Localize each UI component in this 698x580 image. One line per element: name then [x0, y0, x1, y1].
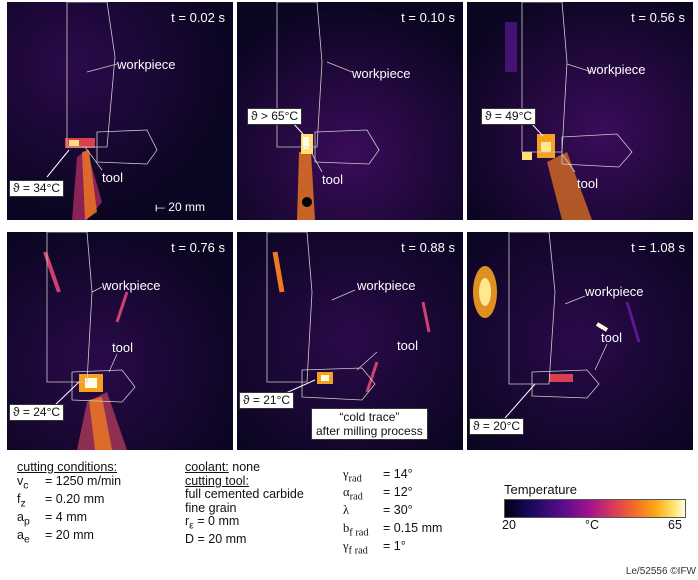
temperature-label: ϑ = 49°C — [481, 108, 537, 125]
tool-label: tool — [601, 330, 622, 345]
time-label: t = 0.10 s — [401, 10, 455, 25]
diameter-row: D = 20 mm — [185, 532, 247, 546]
value: = 0.15 mm — [383, 521, 443, 535]
temperature-label: ϑ = 20°C — [469, 418, 525, 435]
value: = 14° — [383, 467, 413, 481]
tool-label: tool — [577, 176, 598, 191]
tool-label: tool — [322, 172, 343, 187]
angle-row: γrad = 14° — [343, 467, 442, 486]
workpiece-label: workpiece — [357, 278, 416, 293]
footer-credit: Le/52556 ©IFW — [625, 566, 696, 577]
value: = 12° — [383, 485, 413, 499]
thermal-panel-4: t = 0.76 s workpiece tool ϑ = 24°C — [7, 232, 233, 450]
tool-grain: fine grain — [185, 500, 237, 515]
coolant-row: coolant: none — [185, 460, 304, 475]
scale-bar: ⟝ 20 mm — [155, 200, 205, 214]
sub: c — [23, 480, 29, 491]
legend-min: 20 — [502, 518, 516, 532]
workpiece-label: workpiece — [587, 62, 646, 77]
workpiece-label: workpiece — [585, 284, 644, 299]
outline-overlay — [504, 232, 608, 419]
angle-row: λ = 30° — [343, 503, 442, 522]
note-line: “cold trace” — [339, 410, 400, 424]
vc-row: vc = 1250 m/min — [17, 473, 122, 493]
time-label: t = 1.08 s — [631, 240, 685, 255]
ap-row: ap = 4 mm — [17, 509, 121, 529]
temperature-label: ϑ = 34°C — [9, 180, 65, 197]
tool-label: tool — [397, 338, 418, 353]
sub: e — [23, 534, 30, 545]
angle-row: γf rad = 1° — [343, 539, 442, 558]
value: = 1250 m/min — [45, 473, 122, 488]
time-label: t = 0.02 s — [171, 10, 225, 25]
thermal-panel-5: t = 0.88 s workpiece tool ϑ = 21°C “cold… — [237, 232, 463, 450]
workpiece-label: workpiece — [352, 66, 411, 81]
time-label: t = 0.88 s — [401, 240, 455, 255]
cold-trace-note: “cold trace” after milling process — [311, 408, 428, 440]
value: = 0.20 mm — [45, 491, 105, 506]
sym: α — [343, 485, 350, 499]
sym: v — [17, 473, 24, 488]
outline-overlay — [46, 232, 136, 409]
sub: rad — [349, 491, 363, 503]
cutting-conditions-title: cutting conditions: — [17, 460, 118, 474]
legend-max: 65 — [668, 518, 682, 532]
thermal-panel-6: t = 1.08 s workpiece tool ϑ = 20°C — [467, 232, 693, 450]
sym: γ — [343, 539, 349, 553]
sym: γ — [343, 467, 349, 481]
sym: r — [185, 514, 190, 528]
sym: a — [17, 527, 24, 542]
ae-row: ae = 20 mm — [17, 527, 121, 547]
thermal-panel-1: t = 0.02 s workpiece tool ϑ = 34°C ⟝ 20 … — [7, 2, 233, 220]
fz-row: fz = 0.20 mm — [17, 491, 121, 511]
temperature-color-bar — [504, 499, 686, 518]
value: = 4 mm — [45, 509, 88, 524]
angle-row: bf rad = 0.15 mm — [343, 521, 443, 540]
sym: a — [17, 509, 24, 524]
sub: f rad — [348, 545, 368, 557]
temperature-label: ϑ > 65°C — [247, 108, 303, 125]
value: = 30° — [383, 503, 413, 517]
value: = 0 mm — [193, 514, 240, 528]
value: = 1° — [383, 539, 406, 553]
coolant-title: coolant: — [185, 460, 229, 474]
cutting-conditions: cutting conditions: vc = 1250 m/min fz = 0… — [17, 460, 122, 547]
tool-label: tool — [112, 340, 133, 355]
workpiece-label: workpiece — [102, 278, 161, 293]
r-row: rε = 0 mm — [185, 514, 304, 533]
tool-material: full cemented carbide — [185, 487, 304, 501]
value: = 20 mm — [45, 527, 94, 542]
coolant-value: none — [228, 460, 261, 474]
tool-info: coolant: none cutting tool: full cemente… — [185, 460, 304, 547]
thermal-image — [467, 232, 693, 450]
legend-unit: °C — [585, 518, 600, 532]
workpiece-label: workpiece — [117, 57, 176, 72]
tool-label: tool — [102, 170, 123, 185]
time-label: t = 0.76 s — [171, 240, 225, 255]
outline-overlay — [266, 232, 378, 401]
note-line: after milling process — [316, 424, 423, 438]
cutting-tool-title: cutting tool: — [185, 473, 249, 488]
sym: b — [343, 521, 350, 535]
sym: λ — [343, 503, 350, 517]
angles-info: γrad = 14° αrad = 12° λ = 30° bf rad = 0.15 … — [343, 467, 443, 558]
sub: rad — [348, 473, 362, 485]
temperature-label: ϑ = 24°C — [9, 404, 65, 421]
sub: p — [23, 516, 30, 527]
outline-overlay — [521, 2, 633, 173]
sub: ε — [189, 520, 194, 532]
sub: f rad — [349, 527, 369, 539]
thermal-panel-2: t = 0.10 s workpiece tool ϑ > 65°C — [237, 2, 463, 220]
legend-title: Temperature — [504, 482, 577, 497]
thermal-panel-3: t = 0.56 s workpiece tool ϑ = 49°C — [467, 2, 693, 220]
angle-row: αrad = 12° — [343, 485, 442, 504]
sym: f — [17, 491, 21, 506]
time-label: t = 0.56 s — [631, 10, 685, 25]
temperature-label: ϑ = 21°C — [239, 392, 295, 409]
sub: z — [20, 498, 26, 509]
outline-overlay — [46, 2, 158, 178]
